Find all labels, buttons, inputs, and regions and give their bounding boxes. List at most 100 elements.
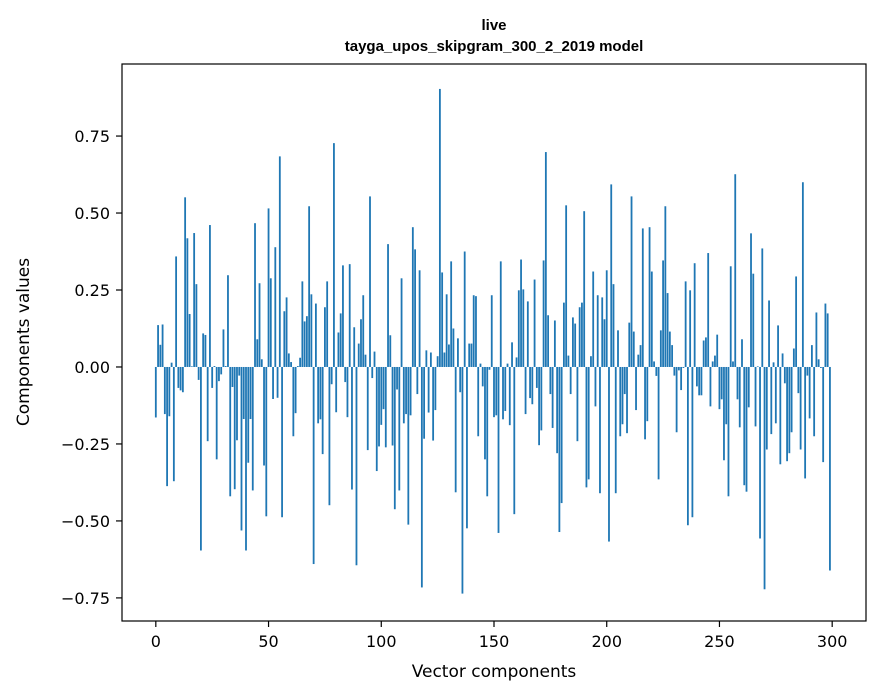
bar (700, 366, 703, 396)
bar (592, 271, 595, 367)
bar (535, 366, 538, 388)
bar (786, 366, 788, 462)
bar (342, 265, 344, 367)
bar (745, 366, 748, 492)
bar (506, 363, 509, 367)
bar (524, 366, 527, 415)
bar (569, 366, 572, 395)
bar (621, 366, 624, 425)
bar (820, 366, 822, 368)
bar (177, 366, 180, 388)
bar (599, 366, 601, 494)
bar (664, 206, 667, 367)
bar (425, 350, 428, 367)
bar (774, 366, 777, 424)
y-axis: −0.75 −0.50 −0.25 0.00 0.25 0.50 0.75 (61, 127, 122, 608)
bar (576, 366, 579, 442)
bar (202, 333, 205, 367)
bar (398, 366, 401, 491)
bar (168, 366, 171, 417)
bar (301, 281, 304, 367)
bar (490, 295, 493, 367)
bar (747, 366, 750, 408)
bar (583, 211, 586, 367)
bar (723, 366, 725, 461)
bar (236, 366, 238, 441)
bar (540, 366, 543, 431)
bar (251, 366, 254, 491)
bar (477, 366, 480, 437)
bar (353, 327, 356, 367)
x-tick-label: 300 (817, 632, 848, 651)
y-axis-label: Components values (14, 258, 34, 426)
bar (481, 366, 484, 387)
bar (278, 156, 281, 367)
bar (409, 366, 412, 416)
bar (777, 325, 779, 367)
bar (646, 366, 649, 422)
bar (267, 208, 270, 367)
bar (245, 366, 247, 551)
bar (265, 366, 268, 517)
bar (454, 366, 457, 493)
bar (186, 238, 189, 367)
bar (637, 354, 640, 367)
bar (242, 366, 245, 420)
bar (263, 366, 265, 466)
bar (283, 311, 286, 367)
y-tick-label: 0.00 (74, 358, 110, 377)
bar (387, 244, 389, 367)
bar (475, 296, 477, 367)
bar (788, 366, 791, 454)
bar (734, 174, 737, 367)
bar (502, 366, 504, 420)
bar (384, 366, 387, 448)
bar (190, 366, 193, 367)
bar (581, 302, 583, 367)
bar (330, 366, 333, 385)
bar (452, 328, 455, 367)
bar (405, 366, 407, 415)
bar (538, 366, 540, 446)
bar (639, 345, 642, 367)
bar (468, 343, 471, 367)
bar (472, 295, 475, 367)
bar (727, 366, 730, 497)
bar (522, 289, 525, 367)
bar (443, 352, 446, 367)
bar (211, 366, 214, 388)
bar (269, 278, 272, 367)
x-tick-label: 0 (151, 632, 161, 651)
y-tick-label: −0.75 (61, 589, 110, 608)
bar (801, 182, 804, 367)
bar (459, 366, 462, 393)
bar (567, 355, 570, 367)
bar (653, 361, 655, 367)
bar (644, 366, 646, 440)
bar (175, 256, 178, 367)
bar (549, 366, 552, 395)
bar (696, 366, 698, 387)
bar (718, 366, 721, 410)
bar (729, 266, 732, 367)
bar (218, 366, 220, 382)
bar (366, 366, 369, 451)
bar (272, 366, 274, 400)
bar (732, 361, 734, 367)
bar (826, 313, 829, 367)
bar (671, 345, 674, 367)
bar (610, 184, 613, 367)
bar (254, 223, 256, 367)
bar (333, 143, 335, 367)
bar (240, 366, 243, 531)
bar (166, 366, 168, 487)
bar (179, 366, 182, 391)
bar (623, 366, 626, 395)
x-axis-label: Vector components (412, 662, 577, 682)
bar (362, 295, 365, 367)
bar (813, 366, 816, 437)
bar (479, 363, 482, 367)
bar (659, 330, 662, 367)
bar (432, 366, 435, 441)
bar (650, 271, 653, 367)
